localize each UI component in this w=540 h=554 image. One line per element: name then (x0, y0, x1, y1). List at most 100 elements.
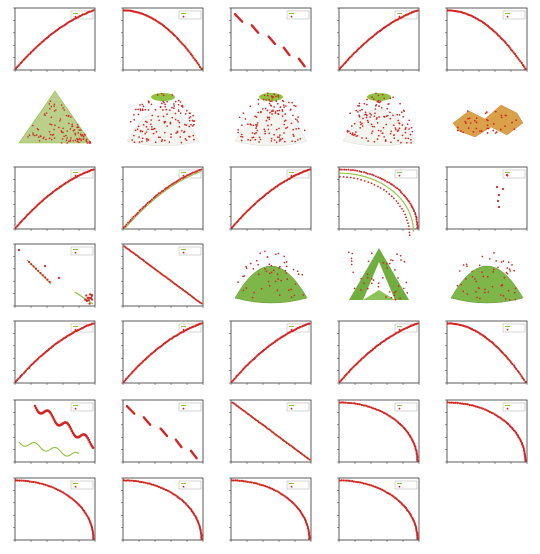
legend-box (178, 10, 202, 20)
chart-uf3 (223, 161, 317, 239)
data-point (251, 132, 254, 134)
data-point (268, 116, 271, 119)
data-point (381, 410, 384, 413)
data-point (294, 118, 297, 121)
data-point (338, 479, 341, 482)
data-point (258, 483, 261, 486)
data-point (338, 67, 341, 70)
data-point (250, 481, 253, 484)
data-point (141, 360, 145, 363)
data-point (250, 360, 253, 363)
data-point (382, 178, 385, 181)
data-point (410, 515, 413, 518)
data-point (350, 263, 353, 266)
data-point (200, 322, 203, 325)
chart-dtlz2 (115, 81, 209, 159)
data-point (181, 106, 184, 108)
data-point (358, 102, 361, 105)
legend-swatch-obtained (74, 328, 77, 331)
reference-surface (234, 265, 308, 304)
data-point (51, 486, 54, 489)
data-point (233, 377, 236, 381)
data-point (192, 56, 195, 59)
data-point (400, 111, 403, 114)
data-point (365, 116, 368, 119)
data-point (50, 413, 54, 417)
data-point (150, 125, 153, 128)
data-point (344, 401, 347, 404)
reference-surface (379, 248, 409, 300)
data-point (344, 479, 348, 482)
data-point (266, 485, 269, 488)
data-point (154, 484, 157, 487)
data-point (367, 260, 370, 263)
data-point (345, 60, 348, 63)
data-point (87, 438, 91, 442)
data-point (235, 374, 238, 377)
data-point (299, 137, 302, 140)
data-point (150, 119, 153, 121)
data-point (349, 169, 352, 172)
reference-front (123, 170, 202, 230)
data-point (238, 116, 241, 119)
data-point (291, 140, 293, 143)
data-point (37, 269, 40, 272)
legend-box (178, 246, 202, 256)
data-point (308, 458, 311, 461)
data-point (493, 343, 496, 346)
data-point (249, 414, 252, 417)
data-point (241, 136, 244, 138)
chart-wfg5 (439, 394, 533, 472)
data-point (410, 204, 413, 207)
data-point (415, 453, 419, 456)
data-point (367, 121, 370, 124)
data-point (381, 132, 384, 135)
data-point (523, 453, 526, 456)
data-point (516, 56, 519, 59)
data-point (352, 480, 355, 483)
data-point (355, 480, 358, 484)
data-point (173, 181, 176, 184)
legend-box (502, 10, 526, 20)
data-point (392, 495, 395, 498)
data-point (71, 125, 73, 128)
data-point (62, 131, 64, 134)
data-point (497, 347, 500, 350)
data-point (358, 114, 361, 117)
data-point (146, 482, 149, 485)
data-point (352, 134, 355, 136)
data-point (277, 94, 280, 97)
data-point (370, 484, 373, 487)
data-point (340, 401, 344, 404)
data-point (77, 132, 80, 134)
data-point (285, 127, 287, 130)
data-point (191, 119, 194, 122)
data-point (276, 136, 279, 139)
data-point (481, 407, 485, 410)
data-point (472, 404, 475, 407)
data-point (272, 109, 274, 112)
data-point (349, 112, 352, 115)
data-point (375, 92, 377, 95)
data-point (185, 109, 188, 112)
data-point (231, 401, 234, 404)
data-point (281, 110, 284, 112)
data-point (31, 362, 34, 366)
data-point (74, 132, 76, 135)
data-point (511, 362, 514, 366)
data-point (302, 294, 305, 296)
data-point (481, 271, 483, 274)
data-point (132, 251, 135, 254)
data-point (257, 111, 260, 114)
data-point (296, 119, 299, 121)
data-point (191, 54, 194, 57)
data-point (398, 114, 401, 116)
data-point (177, 119, 179, 122)
data-point (136, 211, 139, 214)
data-point (385, 115, 388, 118)
chart-lz3 (223, 315, 317, 393)
data-point (504, 420, 507, 423)
data-point (297, 139, 299, 141)
data-point (281, 115, 284, 117)
reference-surface (234, 108, 308, 147)
